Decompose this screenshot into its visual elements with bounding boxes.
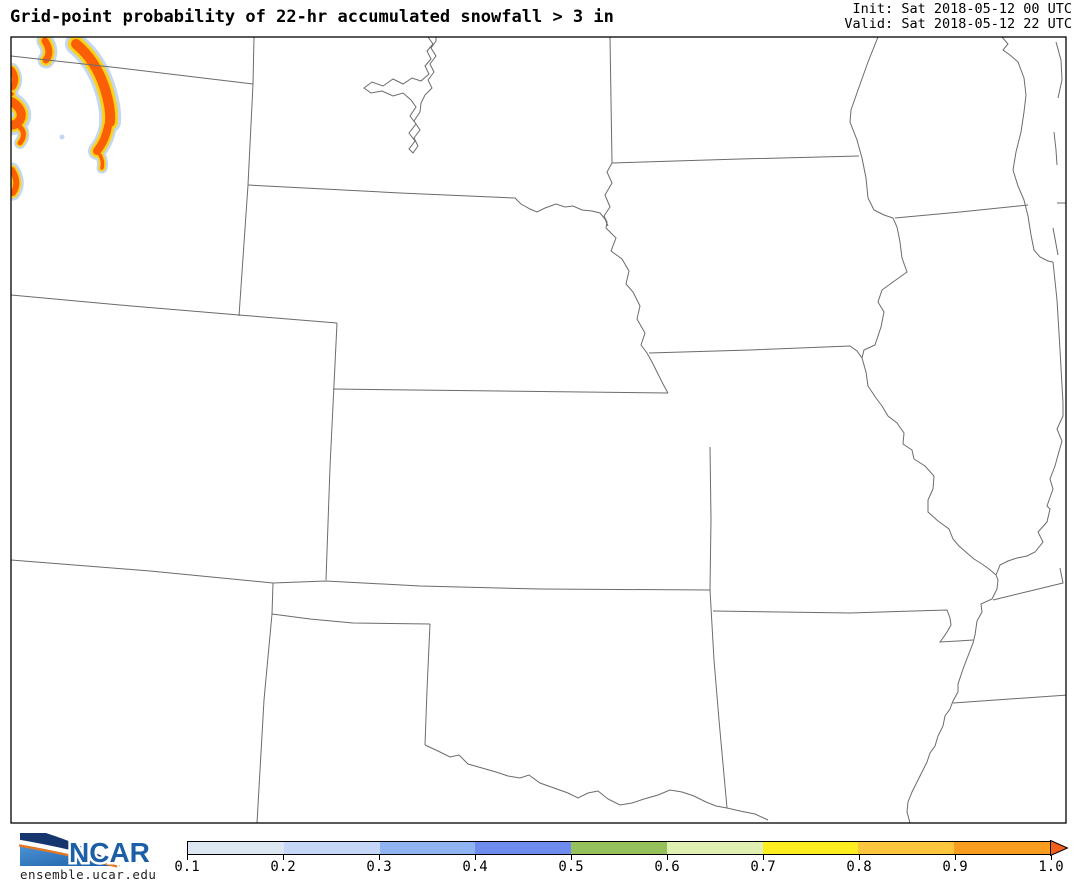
- ncar-logo-text: NCAR: [69, 837, 150, 868]
- colorbar-segment-0.8: [858, 842, 955, 854]
- colorbar-tick: [571, 855, 572, 860]
- high-probability-blobs: [11, 37, 122, 201]
- colorbar-tick-label: 0.6: [654, 859, 680, 875]
- blob-left-edge-patches: [11, 37, 65, 201]
- valid-time: Valid: Sat 2018-05-12 22 UTC: [844, 16, 1072, 32]
- colorbar-tick-label: 1.0: [1038, 859, 1064, 875]
- colorbar-tick-label: 0.7: [750, 859, 776, 875]
- colorbar-tick-label: 0.3: [366, 859, 392, 875]
- colorbar-tick-label: 0.1: [174, 859, 200, 875]
- colorbar-extend-arrow-icon: [1050, 840, 1069, 856]
- blob-crescent: [65, 37, 122, 174]
- map-frame: [10, 36, 1067, 824]
- init-valid-times: Init: Sat 2018-05-12 00 UTC Valid: Sat 20…: [844, 2, 1072, 32]
- colorbar-tick-label: 0.9: [942, 859, 968, 875]
- colorbar-tick-label: 0.4: [462, 859, 488, 875]
- colorbar-segment-0.3: [379, 842, 476, 854]
- colorbar-segment-0.5: [571, 842, 667, 854]
- colorbar-segment-0.1: [188, 842, 284, 854]
- colorbar: [187, 841, 1051, 855]
- colorbar-tick: [859, 855, 860, 860]
- colorbar-tick-label: 0.2: [270, 859, 296, 875]
- ncar-logo-mark: [18, 833, 120, 868]
- colorbar-tick: [475, 855, 476, 860]
- colorbar-tick: [187, 855, 188, 860]
- colorbar-tick-label: 0.5: [558, 859, 584, 875]
- colorbar-tick: [955, 855, 956, 860]
- map-background: [11, 37, 1066, 823]
- colorbar-tick-label: 0.8: [846, 859, 872, 875]
- lake-michigan-west-shore: [1001, 37, 1054, 263]
- chart-title: Grid-point probability of 22-hr accumula…: [10, 7, 614, 27]
- colorbar-tick: [379, 855, 380, 860]
- colorbar-segment-0.7: [762, 842, 859, 854]
- site-url: ensemble.ucar.edu: [20, 867, 157, 882]
- ncar-logo: NCAR: [18, 833, 152, 871]
- colorbar-segment-0.4: [475, 842, 572, 854]
- colorbar-tick: [283, 855, 284, 860]
- colorbar-tick: [763, 855, 764, 860]
- state-borders: [11, 37, 1066, 823]
- colorbar-segment-0.6: [666, 842, 763, 854]
- colorbar-tick: [1051, 855, 1052, 860]
- colorbar-segment-0.2: [283, 842, 380, 854]
- colorbar-segment-0.9: [954, 842, 1051, 854]
- colorbar-tick: [667, 855, 668, 860]
- init-time: Init: Sat 2018-05-12 00 UTC: [852, 1, 1072, 17]
- lake-oahe-outline: [363, 37, 437, 154]
- blob-small-dot: [59, 134, 65, 140]
